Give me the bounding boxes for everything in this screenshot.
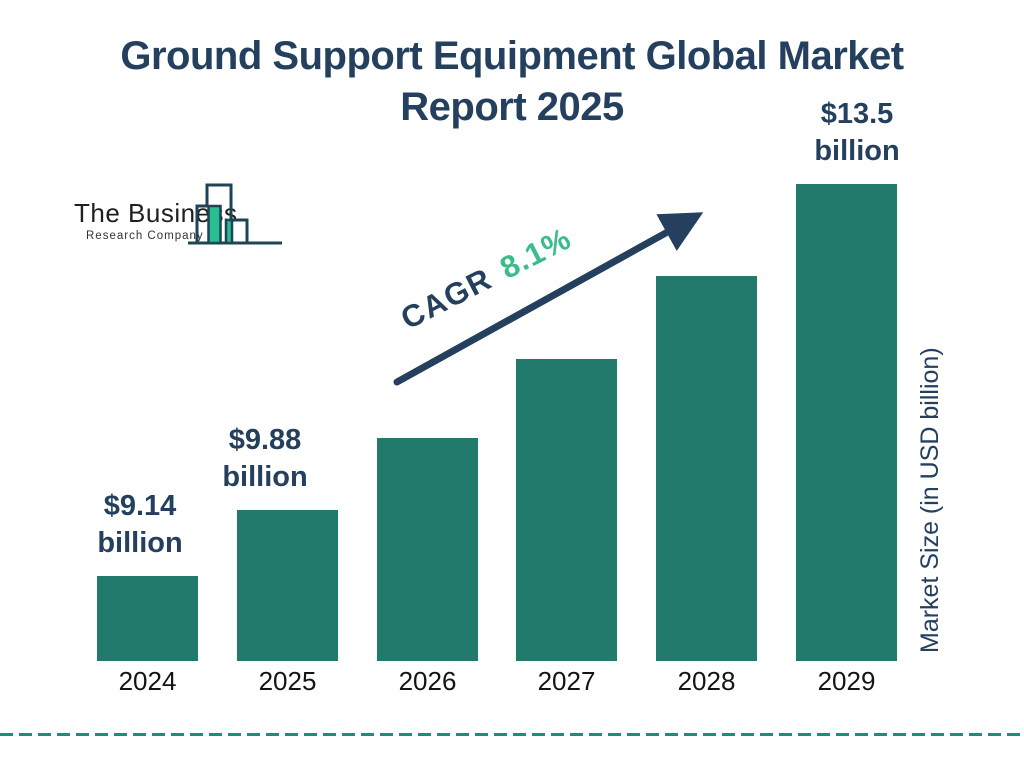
x-axis-label-2024: 2024	[118, 666, 177, 696]
value-label-2029: $13.5 billion	[777, 96, 937, 170]
page-title-line2: Report 2025	[400, 85, 624, 129]
value-label-2025: $9.88 billion	[185, 422, 345, 496]
bar-2029	[796, 184, 897, 661]
value-label-line: billion	[222, 461, 308, 493]
x-axis-label-2025: 2025	[258, 666, 317, 696]
x-axis-label-2026: 2026	[398, 666, 457, 696]
value-label-line: $9.88	[228, 424, 302, 456]
value-label-line: $13.5	[820, 98, 894, 130]
x-axis-label-2029: 2029	[817, 666, 876, 696]
bar-2025	[237, 510, 338, 661]
bar-2027	[516, 359, 617, 661]
value-label-line: billion	[97, 527, 183, 559]
page-title: Ground Support Equipment Global Market R…	[0, 31, 1024, 133]
page-title-line1: Ground Support Equipment Global Market	[120, 34, 904, 78]
x-axis-label-2028: 2028	[677, 666, 736, 696]
company-logo: The Business Research Company	[70, 170, 290, 248]
bar-chart: $9.14 billion $9.88 billion $13.5 billion	[60, 96, 937, 661]
value-label-line: $9.14	[103, 490, 177, 522]
value-label-2024: $9.14 billion	[60, 488, 220, 562]
y-axis-title: Market Size (in USD billion)	[916, 347, 944, 653]
company-subname: Research Company	[86, 230, 204, 242]
value-label-line: billion	[814, 135, 900, 167]
logo-bars-icon	[188, 183, 282, 245]
bottom-divider	[0, 733, 1024, 736]
x-axis-label-2027: 2027	[537, 666, 596, 696]
bar-2024	[97, 576, 198, 661]
growth-arrow-icon	[393, 212, 704, 386]
bar-2028	[656, 276, 757, 661]
bar-2026	[377, 438, 478, 661]
